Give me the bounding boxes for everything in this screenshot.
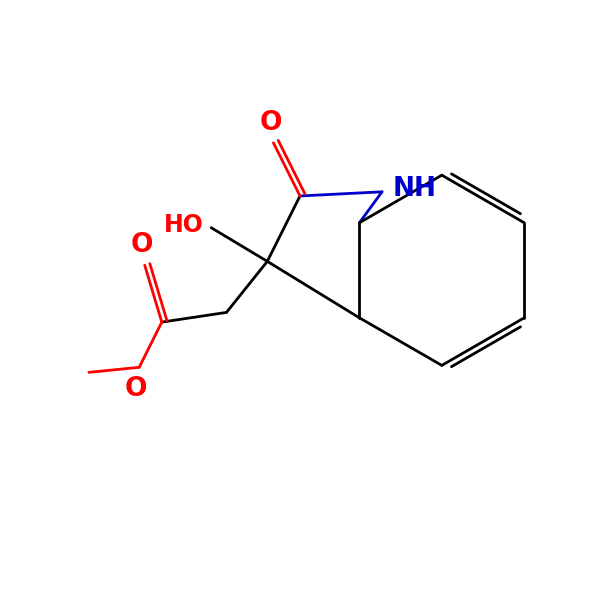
Text: NH: NH — [393, 176, 437, 202]
Text: O: O — [125, 376, 148, 402]
Text: O: O — [130, 232, 153, 258]
Text: O: O — [259, 110, 281, 136]
Text: HO: HO — [164, 213, 204, 237]
